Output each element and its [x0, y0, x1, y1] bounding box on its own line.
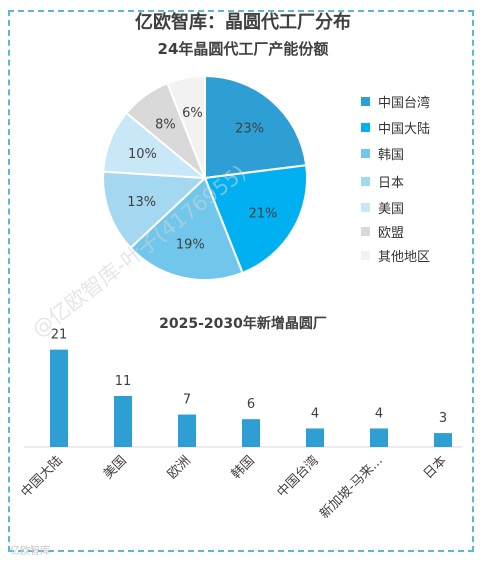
- pie-slice-label: 13%: [127, 195, 156, 210]
- bar-category-label: 中国大陆: [18, 453, 66, 501]
- bar: [50, 349, 68, 447]
- footer-logo: 亿欧智库: [10, 546, 50, 557]
- legend-item: 欧盟: [361, 222, 404, 241]
- pie-slice: [203, 164, 308, 275]
- legend-item: 中国台湾: [361, 92, 430, 111]
- bar-category-label: 日本: [421, 453, 450, 482]
- pie-slice: [129, 176, 244, 281]
- pie-slice-label: 21%: [248, 206, 277, 221]
- bar-value-label: 6: [247, 397, 255, 412]
- legend-label: 其他地区: [378, 250, 431, 265]
- pie-chart: 23% 21% 19% 13% 10% 8% 6%: [102, 74, 308, 281]
- pie-slice-label: 19%: [176, 238, 205, 253]
- legend-label: 日本: [378, 176, 405, 191]
- legend-item: 韩国: [361, 144, 404, 163]
- legend-label: 美国: [378, 202, 405, 217]
- bar: [242, 419, 260, 447]
- bar-value-label: 7: [183, 393, 191, 408]
- bar: [434, 433, 452, 447]
- legend-item: 其他地区: [361, 246, 430, 265]
- bar-value-label: 11: [115, 374, 132, 389]
- bar-value-label: 3: [439, 411, 447, 426]
- bar-category-label: 中国台湾: [274, 453, 322, 501]
- bar-value-label: 4: [311, 406, 319, 421]
- pie-slice: [166, 74, 206, 179]
- main-title: 亿欧智库：晶圆代工厂分布: [135, 12, 351, 33]
- bar-category-label: 韩国: [229, 453, 258, 482]
- chart-frame: [8, 10, 474, 552]
- legend-label: 中国台湾: [378, 96, 431, 111]
- bar: [370, 428, 388, 447]
- legend-swatch: [361, 227, 370, 236]
- bar-value-label: 21: [51, 328, 68, 343]
- pie-slice: [102, 170, 208, 250]
- legend-swatch: [361, 123, 370, 132]
- pie-slice-label: 8%: [155, 118, 176, 133]
- bar-value-label: 4: [375, 406, 383, 421]
- bar-category-label: 欧洲: [165, 453, 194, 482]
- legend-swatch: [361, 177, 370, 186]
- pie-slice: [204, 74, 308, 180]
- bar-chart: 21 中国大陆 11 美国 7 欧洲 6 韩国 4 中国台湾 4 新加坡-马来... 3 日本: [18, 328, 462, 522]
- pie-slice-label: 23%: [235, 122, 264, 137]
- legend-label: 韩国: [378, 148, 405, 163]
- bar-category-label: 美国: [101, 453, 130, 482]
- pie-chart-title: 24年晶圆代工厂产能份额: [157, 40, 329, 58]
- pie-slice-label: 10%: [128, 147, 157, 162]
- bar: [178, 414, 196, 447]
- bar-category-label: 新加坡-马来...: [316, 453, 385, 522]
- legend-item: 美国: [361, 198, 404, 217]
- legend-label: 欧盟: [378, 226, 405, 241]
- bar: [306, 428, 324, 447]
- legend-label: 中国大陆: [378, 122, 431, 137]
- legend-swatch: [361, 97, 370, 106]
- bar: [114, 396, 132, 447]
- bar-chart-title: 2025-2030年新增晶圆厂: [159, 316, 327, 332]
- legend-swatch: [361, 203, 370, 212]
- legend-item: 日本: [361, 172, 404, 191]
- legend-swatch: [361, 149, 370, 158]
- legend-swatch: [361, 251, 370, 260]
- pie-slice-label: 6%: [182, 106, 203, 121]
- legend-item: 中国大陆: [361, 118, 430, 137]
